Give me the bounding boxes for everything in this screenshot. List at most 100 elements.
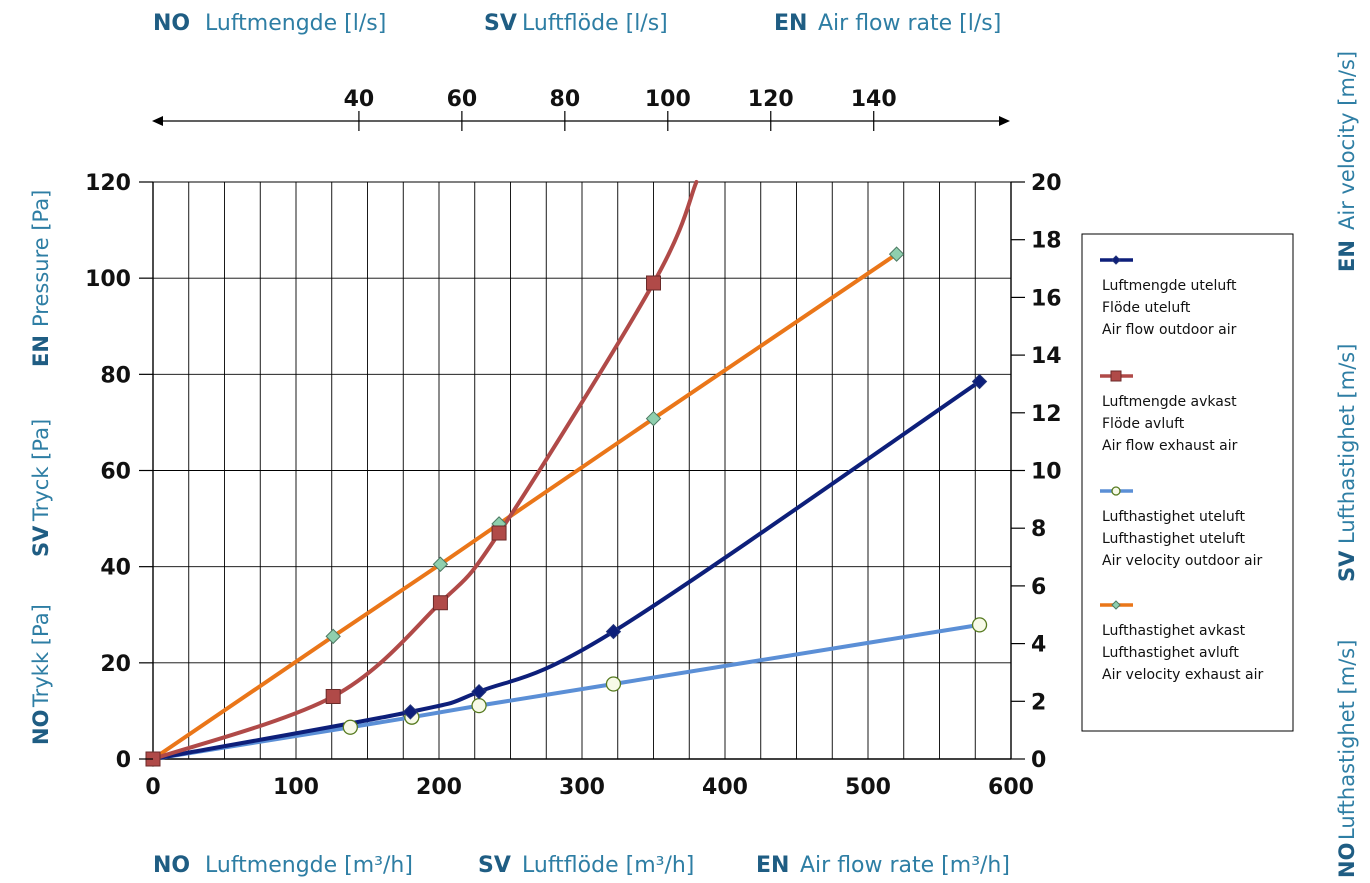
bottom-en-code: EN [756, 853, 789, 878]
top-axis-arrow-right [999, 116, 1010, 126]
y-right-tick-label: 12 [1031, 402, 1062, 427]
data-point-exhaust-flow [432, 595, 448, 611]
top-tick-label: 120 [748, 87, 794, 112]
top-tick-label: 140 [851, 87, 897, 112]
y-right-tick-label: 10 [1031, 460, 1062, 485]
right-no-label: Lufthastighet [m/s] [1335, 640, 1359, 840]
x-tick-label: 100 [273, 775, 319, 800]
top-axis-arrow-left [152, 116, 163, 126]
data-point-outdoor-velocity [342, 719, 358, 735]
data-point-outdoor-flow [971, 373, 988, 390]
x-ticks: 0 100 200 300 400 500 600 [145, 775, 1034, 800]
legend-swatch-marker [1111, 486, 1121, 496]
legend-label: Flöde uteluft [1102, 300, 1191, 316]
data-point-exhaust-flow [325, 688, 341, 704]
left-sv-code: SV [29, 525, 53, 557]
y-left-tick-label: 100 [85, 267, 131, 292]
legend-label: Air velocity outdoor air [1102, 553, 1262, 569]
top-tick-label: 40 [344, 87, 375, 112]
x-tick-label: 600 [988, 775, 1034, 800]
y-left-tick-label: 40 [100, 556, 131, 581]
top-en-label: Air flow rate [l/s] [818, 11, 1001, 36]
legend-swatch-marker [1111, 600, 1121, 610]
bottom-en-label: Air flow rate [m³/h] [800, 853, 1010, 878]
x-tick-label: 400 [702, 775, 748, 800]
y-right-tick-label: 6 [1031, 575, 1046, 600]
left-en-label: Pressure [Pa] [29, 190, 53, 327]
legend-label: Luftmengde avkast [1102, 394, 1237, 410]
data-point-outdoor-velocity [605, 676, 622, 692]
y-left-tick-label: 60 [100, 460, 131, 485]
top-tick-label: 100 [645, 87, 691, 112]
y-left-tick-label: 20 [100, 652, 131, 677]
plot-area [145, 180, 1012, 767]
x-tick-label: 300 [559, 775, 605, 800]
legend-label: Lufthastighet uteluft [1102, 531, 1245, 547]
series-line-exhaust-velocity [151, 252, 899, 761]
y-right-tick-label: 16 [1031, 286, 1062, 311]
x-tick-label: 500 [845, 775, 891, 800]
right-en-label: Air velocity [m/s] [1335, 51, 1359, 230]
series-line-outdoor-velocity [151, 622, 982, 761]
legend-label: Air velocity exhaust air [1102, 667, 1264, 683]
data-point-outdoor-flow [402, 704, 419, 720]
data-point-exhaust-velocity [325, 628, 341, 645]
y-left-tick-label: 80 [100, 363, 131, 388]
y-left-tick-label: 0 [116, 748, 131, 773]
bottom-sv-label: Luftflöde [m³/h] [522, 853, 694, 878]
y-right-tick-label: 0 [1031, 748, 1046, 773]
y-right-tick-label: 2 [1031, 690, 1046, 715]
data-point-exhaust-velocity [432, 556, 449, 572]
left-axis-title: NO Trykk [Pa] SV Tryck [Pa] EN Pressure … [29, 190, 53, 745]
left-no-code: NO [29, 710, 53, 745]
data-point-exhaust-flow [491, 525, 507, 541]
y-right-tick-label: 18 [1031, 229, 1062, 254]
top-axis-title: NO Luftmengde [l/s] SV Luftflöde [l/s] E… [153, 11, 1001, 36]
left-en-code: EN [29, 335, 53, 367]
legend-label: Air flow outdoor air [1102, 322, 1237, 338]
x-tick-label: 200 [416, 775, 462, 800]
legend-label: Flöde avluft [1102, 416, 1185, 432]
data-point-exhaust-velocity [645, 410, 662, 427]
right-en-code: EN [1335, 240, 1359, 272]
y-right-tick-label: 20 [1031, 171, 1062, 196]
legend-swatch-marker [1110, 370, 1122, 382]
legend-label: Luftmengde uteluft [1102, 278, 1237, 294]
top-sv-code: SV [484, 11, 517, 36]
top-no-label: Luftmengde [l/s] [205, 11, 386, 36]
data-point-outdoor-velocity [971, 617, 988, 633]
bottom-no-code: NO [153, 853, 190, 878]
data-point-exhaust-flow [646, 275, 661, 291]
data-point-outdoor-flow [471, 683, 487, 700]
data-point-outdoor-flow [605, 623, 622, 640]
right-y-ticks: 0 2 4 6 8 10 12 14 16 18 20 [1011, 171, 1062, 773]
left-sv-label: Tryck [Pa] [29, 419, 53, 522]
bottom-no-label: Luftmengde [m³/h] [205, 853, 413, 878]
legend-box [1081, 233, 1294, 732]
legend-label: Air flow exhaust air [1102, 438, 1238, 454]
legend-label: Lufthastighet avkast [1102, 623, 1246, 639]
legend: Luftmengde uteluft Flöde uteluft Air flow … [1081, 233, 1294, 732]
marker-layer [145, 246, 988, 767]
data-point-outdoor-velocity [471, 697, 487, 714]
x-tick-label: 0 [145, 775, 160, 800]
top-tick-label: 80 [550, 87, 581, 112]
right-sv-code: SV [1335, 550, 1359, 582]
y-right-tick-label: 8 [1031, 517, 1046, 542]
y-left-tick-label: 120 [85, 171, 131, 196]
top-sv-label: Luftflöde [l/s] [522, 11, 668, 36]
left-y-ticks: 0 20 40 60 80 100 120 [85, 171, 153, 773]
right-axis-title: NO Lufthastighet [m/s] SV Lufthastighet … [1335, 51, 1359, 878]
left-no-label: Trykk [Pa] [29, 604, 53, 708]
top-tick-label: 60 [447, 87, 478, 112]
grid [152, 181, 1012, 760]
right-sv-label: Lufthastighet [m/s] [1335, 344, 1359, 544]
y-right-tick-label: 4 [1031, 633, 1046, 658]
top-en-code: EN [774, 11, 807, 36]
top-axis: 40 60 80 100 120 140 [152, 87, 1010, 131]
series-line-outdoor-flow [151, 379, 982, 761]
top-no-code: NO [153, 11, 190, 36]
bottom-sv-code: SV [478, 853, 511, 878]
y-right-tick-label: 14 [1031, 344, 1062, 369]
